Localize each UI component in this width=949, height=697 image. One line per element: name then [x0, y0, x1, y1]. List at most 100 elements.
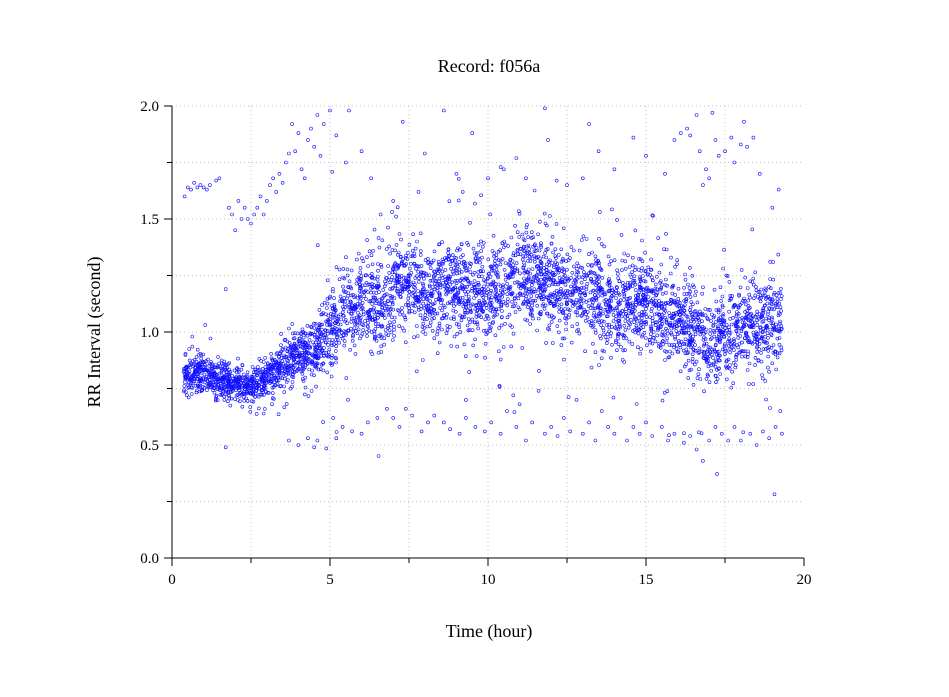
- data-point: [374, 299, 379, 303]
- data-point: [675, 332, 680, 337]
- data-point: [205, 187, 209, 192]
- data-point: [375, 277, 380, 282]
- data-point: [690, 360, 695, 364]
- data-point: [572, 264, 576, 269]
- data-point: [268, 183, 272, 187]
- data-point: [320, 348, 325, 353]
- data-point: [547, 283, 552, 288]
- data-point: [677, 322, 682, 327]
- data-point: [436, 262, 441, 267]
- data-point: [605, 323, 609, 327]
- data-point: [326, 318, 331, 323]
- data-point: [313, 321, 318, 326]
- data-point: [637, 282, 642, 287]
- data-point: [422, 326, 427, 330]
- data-point: [666, 438, 670, 443]
- data-point: [653, 339, 658, 344]
- data-point: [414, 266, 418, 271]
- data-point: [500, 290, 505, 294]
- data-point: [372, 336, 377, 341]
- data-point: [397, 232, 402, 236]
- data-point: [351, 307, 356, 311]
- data-point: [713, 343, 718, 348]
- data-point: [582, 307, 587, 312]
- data-point: [320, 327, 324, 332]
- data-point: [480, 293, 485, 298]
- data-point: [620, 268, 624, 272]
- data-point: [681, 331, 686, 336]
- data-point: [379, 263, 383, 267]
- data-point: [245, 399, 250, 403]
- data-point: [366, 264, 370, 268]
- data-point: [451, 298, 456, 303]
- data-point: [190, 334, 195, 339]
- data-point: [720, 347, 725, 352]
- data-point: [659, 319, 664, 324]
- data-point: [296, 366, 301, 371]
- data-point: [350, 312, 354, 316]
- data-point: [191, 372, 196, 377]
- data-point: [759, 359, 764, 364]
- data-point: [376, 301, 381, 306]
- data-point: [503, 277, 508, 282]
- data-point: [634, 328, 639, 333]
- data-point: [416, 289, 420, 293]
- data-point: [732, 343, 736, 348]
- data-point: [713, 320, 718, 324]
- data-point: [354, 281, 359, 286]
- data-point: [298, 339, 302, 344]
- data-point: [522, 238, 527, 242]
- data-point: [495, 274, 500, 278]
- data-point: [746, 318, 751, 323]
- data-point: [708, 328, 713, 332]
- data-point: [587, 420, 591, 425]
- data-point: [320, 303, 324, 307]
- data-point: [455, 264, 460, 269]
- data-point: [405, 287, 410, 292]
- data-point: [390, 302, 395, 307]
- data-point: [343, 160, 348, 165]
- data-point: [441, 108, 446, 113]
- data-point: [732, 160, 737, 165]
- data-point: [518, 252, 523, 257]
- data-point: [498, 258, 503, 263]
- data-point: [745, 144, 749, 149]
- data-point: [610, 288, 615, 293]
- data-point: [607, 329, 611, 334]
- data-point: [457, 325, 462, 330]
- data-point: [465, 241, 469, 245]
- data-point: [577, 275, 581, 280]
- data-point: [220, 361, 224, 366]
- data-point: [700, 313, 705, 318]
- data-point: [599, 306, 603, 311]
- data-point: [664, 290, 668, 295]
- data-point: [609, 355, 613, 360]
- data-point: [416, 269, 421, 274]
- data-point: [499, 304, 504, 309]
- data-point: [475, 320, 480, 325]
- data-point: [726, 343, 731, 348]
- data-point: [550, 341, 555, 345]
- data-point: [302, 392, 307, 397]
- data-point: [376, 268, 380, 273]
- data-point: [566, 315, 571, 320]
- data-point: [237, 370, 241, 374]
- data-point: [665, 336, 669, 341]
- data-point: [364, 273, 369, 277]
- data-point: [486, 176, 490, 181]
- data-point: [622, 360, 627, 364]
- data-point: [497, 383, 502, 388]
- data-point: [226, 390, 230, 395]
- data-point: [706, 317, 710, 322]
- data-point: [750, 316, 755, 320]
- data-point: [581, 270, 586, 274]
- data-point: [561, 416, 566, 420]
- data-point: [395, 205, 400, 209]
- data-point: [658, 279, 663, 283]
- data-point: [704, 376, 709, 381]
- data-point: [325, 296, 330, 301]
- data-point: [632, 278, 637, 283]
- data-point: [290, 368, 295, 373]
- data-point: [545, 311, 550, 316]
- data-point: [683, 277, 688, 282]
